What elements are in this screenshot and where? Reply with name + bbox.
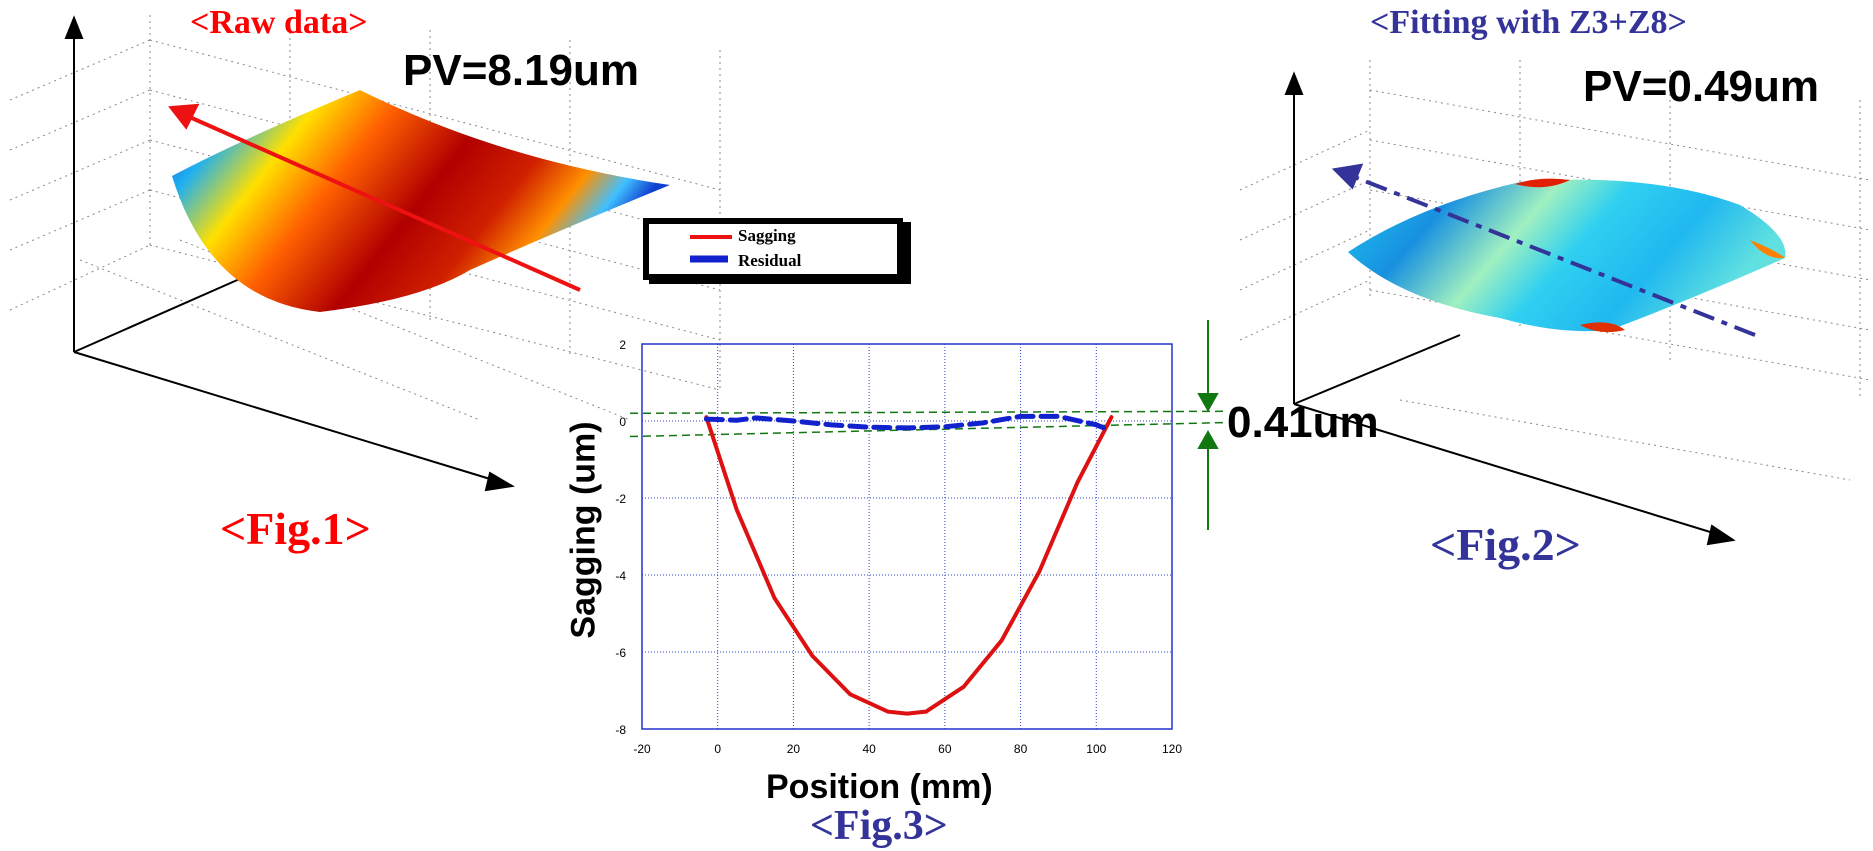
- fig1-caption: <Fig.1>: [220, 503, 371, 554]
- fig2-title: <Fitting with Z3+Z8>: [1370, 4, 1687, 41]
- x-axis-label: Position (mm): [766, 768, 993, 806]
- x-tick-label: 0: [714, 742, 721, 756]
- plot-frame: [641, 343, 1173, 730]
- x-tick-label: 40: [862, 742, 876, 756]
- fig1-pv-label: PV=8.19um: [403, 46, 640, 95]
- x-tick-label: 100: [1086, 742, 1106, 756]
- fig2-axes: [1284, 71, 1736, 546]
- y-tick-label: -8: [615, 723, 626, 737]
- y-tick-label: -6: [615, 646, 626, 660]
- fig1-axes: [64, 15, 515, 492]
- band-line-bottom: [629, 421, 1226, 438]
- series-line-sagging: [704, 415, 1114, 716]
- fig1-profile-arrow: [168, 103, 581, 292]
- fig2-hot-edge-1: [1515, 178, 1570, 188]
- fig2-pv-label: PV=0.49um: [1583, 62, 1820, 111]
- x-tick-label: 60: [938, 742, 952, 756]
- x-tick-label: 80: [1014, 742, 1028, 756]
- band-line-top: [629, 410, 1226, 415]
- fig2-hot-edge-2: [1750, 240, 1785, 259]
- y-tick-label: 0: [619, 415, 626, 429]
- fig1-title: <Raw data>: [190, 4, 368, 41]
- chart-legend: Sagging Residual: [643, 218, 911, 284]
- legend-sagging-label: Sagging: [738, 226, 796, 245]
- y-tick-label: -2: [615, 492, 626, 506]
- fig2-profile-arrow: [1331, 163, 1756, 337]
- band-label: 0.41um: [1227, 398, 1379, 447]
- y-tick-label: 2: [619, 338, 626, 352]
- legend-residual-label: Residual: [738, 251, 802, 270]
- y-tick-label: -4: [615, 569, 626, 583]
- fig2-caption: <Fig.2>: [1430, 519, 1581, 570]
- y-axis-label: Sagging (um): [564, 421, 603, 639]
- x-tick-label: 20: [787, 742, 801, 756]
- fig1-raw-surface: [172, 90, 670, 312]
- x-tick-label: 120: [1162, 742, 1182, 756]
- fig3-caption: <Fig.3>: [810, 803, 948, 849]
- fig2-hot-edge-3: [1580, 322, 1625, 333]
- band-annotation: [1197, 320, 1219, 530]
- series-line-residual: [703, 413, 1111, 432]
- x-tick-label: -20: [633, 742, 651, 756]
